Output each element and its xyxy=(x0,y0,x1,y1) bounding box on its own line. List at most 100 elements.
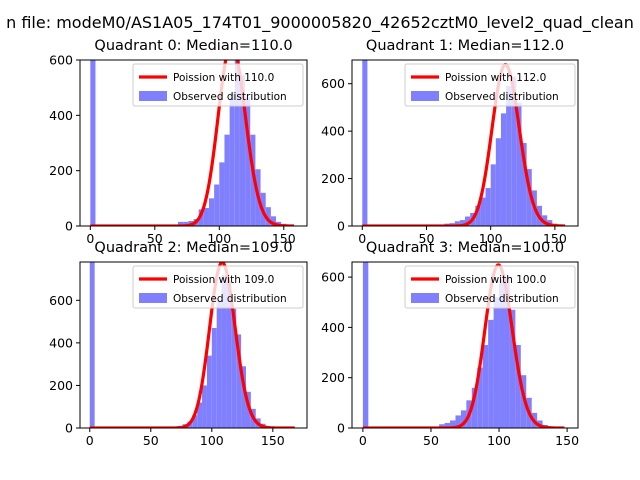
hist-bar xyxy=(245,97,251,226)
hist-bar xyxy=(509,309,516,428)
hist-bar xyxy=(226,281,232,428)
hist-bar xyxy=(214,184,220,226)
hist-bar xyxy=(490,164,496,226)
x-tick-label: 150 xyxy=(272,231,296,246)
legend-hist-swatch xyxy=(139,293,167,303)
hist-bar xyxy=(211,327,217,428)
hist-bar xyxy=(241,366,246,428)
hist-bar xyxy=(460,410,467,428)
hist-bar xyxy=(221,274,227,428)
panel-1: 0 50 100 150 0 200 400 600 Quadrant 1: Median=11… xyxy=(321,38,579,246)
y-tick-label: 200 xyxy=(49,378,73,393)
legend-hist-swatch xyxy=(411,91,439,101)
hist-bar xyxy=(239,75,246,226)
hist-bar xyxy=(208,198,215,226)
y-tick-label: 400 xyxy=(321,320,345,335)
hist-bar xyxy=(224,134,230,226)
legend-hist-swatch xyxy=(139,91,167,101)
poisson-fit-line xyxy=(361,63,566,226)
hist-bar xyxy=(444,422,451,428)
x-tick-label: 150 xyxy=(543,231,567,246)
hist-bar xyxy=(450,420,456,428)
hist-bar xyxy=(231,308,237,428)
y-tick-label: 0 xyxy=(65,421,73,436)
legend-box xyxy=(404,265,576,309)
hist-bar xyxy=(515,345,521,428)
x-tick-label: 100 xyxy=(479,231,503,246)
y-tick-label: 400 xyxy=(49,335,73,350)
hist-bar xyxy=(485,188,491,226)
poisson-fit-line xyxy=(89,262,296,428)
hist-bar xyxy=(471,387,478,428)
x-tick-label: 0 xyxy=(86,231,94,246)
y-tick-label: 400 xyxy=(321,124,345,139)
legend-fit-label: Poission with 109.0 xyxy=(173,274,274,286)
hist-bar xyxy=(521,143,527,226)
poisson-fit-line xyxy=(362,263,565,428)
hist-bar xyxy=(216,300,222,428)
legend-hist-label: Observed distribution xyxy=(445,293,559,305)
axes-frame xyxy=(351,59,579,227)
hist-bar xyxy=(506,86,512,226)
x-tick-label: 150 xyxy=(555,433,579,448)
hist-bar xyxy=(250,134,256,226)
figure-suptitle: n file: modeM0/AS1A05_174T01_9000005820_… xyxy=(6,13,634,33)
y-tick-label: 200 xyxy=(321,370,345,385)
legend-fit-label: Poission with 100.0 xyxy=(445,274,546,286)
hist-bar xyxy=(526,169,532,226)
hist-bar xyxy=(547,220,553,226)
x-tick-label: 50 xyxy=(419,231,435,246)
y-tick-label: 0 xyxy=(65,219,73,234)
hist-bar xyxy=(511,76,517,226)
panel-3: 0 50 100 150 0 200 400 600 Quadrant 3: Median=10… xyxy=(321,240,579,448)
hist-bar xyxy=(270,216,277,226)
hist-bar xyxy=(499,279,505,428)
panel-2: 0 50 100 150 0 200 400 600 Quadrant 2: Median=10… xyxy=(49,240,308,448)
hist-bar xyxy=(229,93,235,226)
hist-bar xyxy=(362,60,368,226)
x-tick-label: 100 xyxy=(487,433,511,448)
legend-fit-label: Poission with 110.0 xyxy=(173,72,274,84)
hist-bar xyxy=(89,262,95,428)
legend-box xyxy=(132,63,304,107)
y-tick-label: 600 xyxy=(49,53,73,68)
hist-bar xyxy=(202,385,207,428)
legend-box xyxy=(404,63,576,107)
legend-box xyxy=(132,265,304,309)
hist-bar xyxy=(90,60,96,226)
hist-bar xyxy=(178,221,184,226)
hist-bar xyxy=(477,367,483,428)
hist-bar xyxy=(439,424,445,428)
legend-hist-label: Observed distribution xyxy=(445,91,559,103)
x-tick-label: 100 xyxy=(207,231,231,246)
y-tick-label: 200 xyxy=(49,163,73,178)
panel-title: Quadrant 3: Median=100.0 xyxy=(366,240,564,256)
panel-0: 0 50 100 150 0 200 400 600 Quadrant 0: Median=11… xyxy=(49,38,308,246)
y-tick-label: 0 xyxy=(337,219,345,234)
hist-bar xyxy=(488,319,494,428)
hist-bar xyxy=(206,355,212,428)
hist-bar xyxy=(236,334,242,428)
panel-title: Quadrant 2: Median=109.0 xyxy=(94,240,292,256)
hist-bar xyxy=(493,297,500,428)
axes-frame xyxy=(351,261,579,429)
legend-hist-label: Observed distribution xyxy=(173,91,287,103)
axes-frame xyxy=(79,59,308,227)
hist-bar xyxy=(198,209,204,226)
x-tick-label: 0 xyxy=(359,433,367,448)
y-tick-label: 200 xyxy=(321,171,345,186)
x-tick-label: 0 xyxy=(86,433,94,448)
hist-bar xyxy=(234,60,240,226)
panel-title: Quadrant 0: Median=110.0 xyxy=(94,38,292,54)
legend-fit-label: Poission with 112.0 xyxy=(445,72,546,84)
x-tick-label: 50 xyxy=(147,231,163,246)
hist-bar xyxy=(482,345,489,428)
y-tick-label: 600 xyxy=(321,270,345,285)
legend-hist-swatch xyxy=(411,293,439,303)
x-tick-label: 50 xyxy=(423,433,439,448)
hist-bar xyxy=(219,162,225,226)
x-tick-label: 100 xyxy=(200,433,224,448)
hist-bar xyxy=(197,402,203,428)
hist-bar xyxy=(203,208,209,226)
hist-bar xyxy=(183,221,189,226)
